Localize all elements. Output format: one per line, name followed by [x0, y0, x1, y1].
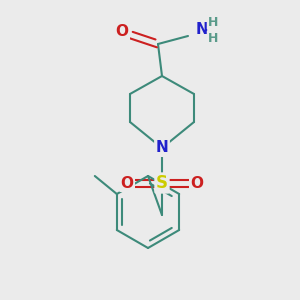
Text: H: H — [208, 32, 218, 44]
Text: O: O — [121, 176, 134, 190]
Text: O: O — [116, 25, 128, 40]
Text: N: N — [156, 140, 168, 155]
Text: O: O — [190, 176, 203, 190]
Text: S: S — [156, 174, 168, 192]
Text: H: H — [208, 16, 218, 28]
Text: N: N — [196, 22, 209, 38]
